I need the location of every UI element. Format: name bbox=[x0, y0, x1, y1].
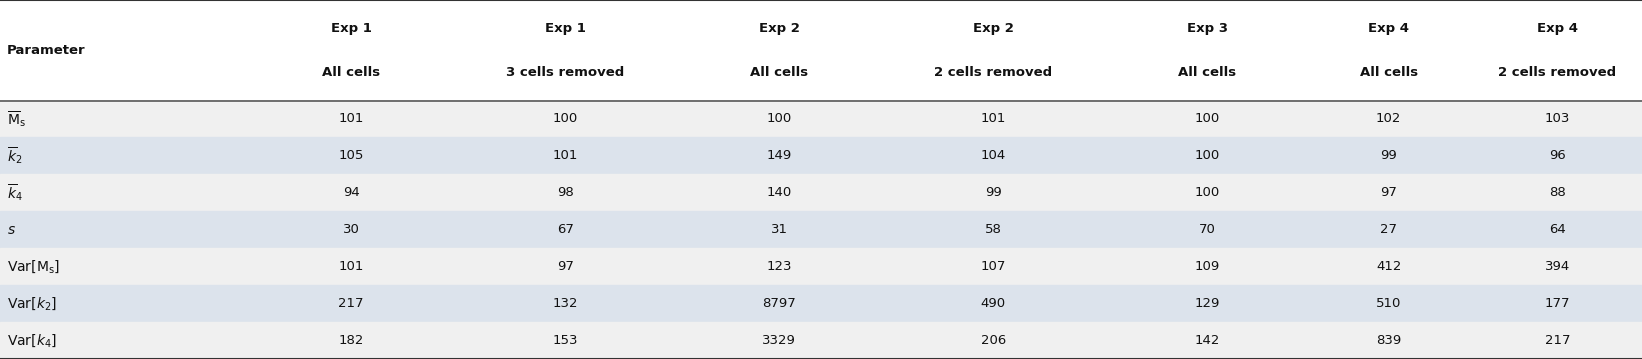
Text: 839: 839 bbox=[1376, 334, 1401, 347]
Text: 8797: 8797 bbox=[762, 297, 796, 310]
Text: 149: 149 bbox=[767, 149, 791, 162]
Text: 177: 177 bbox=[1545, 297, 1570, 310]
Text: 99: 99 bbox=[985, 186, 1002, 199]
Text: 100: 100 bbox=[552, 112, 578, 126]
Text: $s$: $s$ bbox=[7, 223, 15, 237]
Bar bbox=[0, 101, 1642, 137]
Text: 31: 31 bbox=[770, 223, 788, 236]
Text: 30: 30 bbox=[343, 223, 360, 236]
Text: 394: 394 bbox=[1545, 260, 1570, 273]
Text: Exp 2: Exp 2 bbox=[759, 22, 800, 35]
Text: 140: 140 bbox=[767, 186, 791, 199]
Text: Exp 4: Exp 4 bbox=[1537, 22, 1578, 35]
Text: $\overline{k}_4$: $\overline{k}_4$ bbox=[7, 182, 23, 203]
Text: All cells: All cells bbox=[1179, 66, 1236, 79]
Text: 67: 67 bbox=[557, 223, 573, 236]
Text: 3 cells removed: 3 cells removed bbox=[506, 66, 624, 79]
Text: Exp 4: Exp 4 bbox=[1368, 22, 1409, 35]
Text: Exp 2: Exp 2 bbox=[972, 22, 1013, 35]
Text: 97: 97 bbox=[557, 260, 573, 273]
Text: 99: 99 bbox=[1381, 149, 1397, 162]
Text: 100: 100 bbox=[1195, 112, 1220, 126]
Bar bbox=[0, 248, 1642, 285]
Text: 101: 101 bbox=[552, 149, 578, 162]
Text: 100: 100 bbox=[1195, 186, 1220, 199]
Text: 153: 153 bbox=[552, 334, 578, 347]
Bar bbox=[0, 174, 1642, 211]
Text: $\overline{\mathrm{M}}_\mathrm{s}$: $\overline{\mathrm{M}}_\mathrm{s}$ bbox=[7, 109, 25, 129]
Bar bbox=[0, 137, 1642, 174]
Text: 132: 132 bbox=[552, 297, 578, 310]
Text: 100: 100 bbox=[1195, 149, 1220, 162]
Text: 105: 105 bbox=[338, 149, 365, 162]
Text: 123: 123 bbox=[767, 260, 791, 273]
Text: 101: 101 bbox=[338, 260, 365, 273]
Text: 217: 217 bbox=[1545, 334, 1570, 347]
Text: 3329: 3329 bbox=[762, 334, 796, 347]
Text: 107: 107 bbox=[980, 260, 1007, 273]
Text: 94: 94 bbox=[343, 186, 360, 199]
Text: 100: 100 bbox=[767, 112, 791, 126]
Text: 101: 101 bbox=[980, 112, 1007, 126]
Text: All cells: All cells bbox=[1360, 66, 1417, 79]
Text: 109: 109 bbox=[1195, 260, 1220, 273]
Text: 88: 88 bbox=[1548, 186, 1566, 199]
Text: 142: 142 bbox=[1195, 334, 1220, 347]
Text: $\mathrm{Var}[k_2]$: $\mathrm{Var}[k_2]$ bbox=[7, 295, 56, 312]
Text: Exp 1: Exp 1 bbox=[545, 22, 586, 35]
Text: 96: 96 bbox=[1548, 149, 1566, 162]
Text: Exp 3: Exp 3 bbox=[1187, 22, 1228, 35]
Text: Parameter: Parameter bbox=[7, 44, 85, 57]
Text: 412: 412 bbox=[1376, 260, 1401, 273]
Bar bbox=[0, 322, 1642, 359]
Text: 103: 103 bbox=[1545, 112, 1570, 126]
Text: 2 cells removed: 2 cells removed bbox=[934, 66, 1053, 79]
Text: 182: 182 bbox=[338, 334, 365, 347]
Text: 510: 510 bbox=[1376, 297, 1401, 310]
Text: 102: 102 bbox=[1376, 112, 1401, 126]
Text: 97: 97 bbox=[1381, 186, 1397, 199]
Text: 101: 101 bbox=[338, 112, 365, 126]
Bar bbox=[0, 285, 1642, 322]
Text: All cells: All cells bbox=[322, 66, 379, 79]
Text: 104: 104 bbox=[980, 149, 1007, 162]
Text: $\mathrm{Var}[k_4]$: $\mathrm{Var}[k_4]$ bbox=[7, 332, 56, 349]
Text: 129: 129 bbox=[1195, 297, 1220, 310]
Text: 217: 217 bbox=[338, 297, 365, 310]
Text: $\mathrm{Var}[\mathrm{M}_\mathrm{s}]$: $\mathrm{Var}[\mathrm{M}_\mathrm{s}]$ bbox=[7, 258, 59, 275]
Text: 98: 98 bbox=[557, 186, 573, 199]
Text: 2 cells removed: 2 cells removed bbox=[1499, 66, 1617, 79]
Text: 206: 206 bbox=[980, 334, 1007, 347]
Text: 27: 27 bbox=[1379, 223, 1397, 236]
Text: 64: 64 bbox=[1548, 223, 1566, 236]
Bar bbox=[0, 211, 1642, 248]
Text: 58: 58 bbox=[985, 223, 1002, 236]
Text: 70: 70 bbox=[1199, 223, 1215, 236]
Bar bbox=[0, 0, 1642, 101]
Text: 490: 490 bbox=[980, 297, 1007, 310]
Text: $\overline{k}_2$: $\overline{k}_2$ bbox=[7, 145, 21, 166]
Text: Exp 1: Exp 1 bbox=[330, 22, 371, 35]
Text: All cells: All cells bbox=[750, 66, 808, 79]
